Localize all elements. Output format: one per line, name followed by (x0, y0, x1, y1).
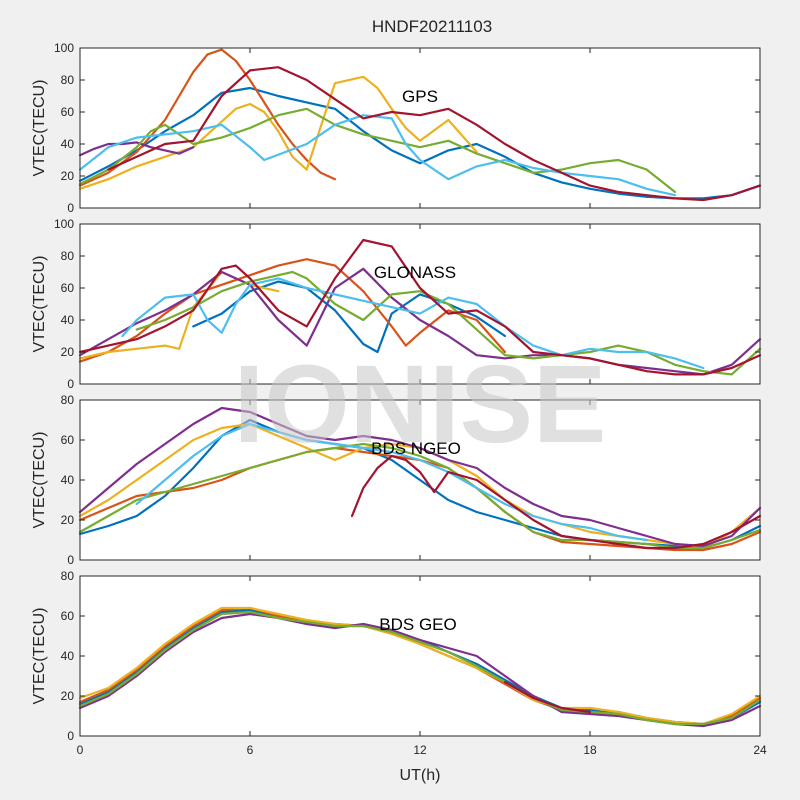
y-tick-label: 20 (61, 345, 75, 359)
series-line-3 (78, 141, 195, 157)
series-line-5 (135, 422, 648, 542)
y-tick-label: 60 (61, 433, 75, 447)
x-tick-label: 12 (413, 743, 427, 757)
watermark-text: IONISE (234, 343, 607, 466)
panel-1: 0 20 40 60 80 100 VTEC(TECU) GLONASS (31, 217, 762, 391)
y-tick-label: 20 (61, 169, 75, 183)
x-tick-label: 6 (247, 743, 254, 757)
y-tick-label: 100 (54, 41, 74, 55)
y-tick-label: 40 (61, 313, 75, 327)
x-axis-label: UT(h) (400, 767, 441, 784)
plot-area (80, 48, 760, 208)
y-tick-label: 60 (61, 609, 75, 623)
panel-label: GPS (402, 87, 438, 106)
y-tick-label: 80 (61, 249, 75, 263)
plot-area (80, 224, 760, 384)
x-tick-label: 0 (77, 743, 84, 757)
series-line-2 (78, 606, 762, 726)
panel-label: GLONASS (374, 263, 456, 282)
panel-3: 0 20 40 60 80 0 6 12 18 24 VTEC(TECU) BDS GEO (31, 569, 767, 757)
y-tick-label: 0 (67, 377, 74, 391)
x-tick-label: 24 (753, 743, 767, 757)
y-tick-label: 80 (61, 393, 75, 407)
series-group (78, 48, 762, 202)
y-tick-label: 0 (67, 201, 74, 215)
series-line-4 (78, 610, 762, 726)
y-tick-label: 40 (61, 473, 75, 487)
y-tick-label: 20 (61, 513, 75, 527)
series-line-4 (78, 442, 762, 550)
series-line-4 (78, 107, 677, 194)
series-group (78, 406, 762, 552)
y-tick-label: 40 (61, 137, 75, 151)
y-tick-label: 100 (54, 217, 74, 231)
series-line-6 (78, 238, 762, 376)
series-line-0 (78, 86, 762, 200)
y-tick-label: 80 (61, 73, 75, 87)
y-tick-label: 60 (61, 281, 75, 295)
y-axis-label: VTEC(TECU) (31, 256, 48, 353)
series-line-2 (78, 75, 478, 190)
series-line-6 (350, 454, 762, 550)
series-line-3 (78, 406, 762, 548)
y-tick-label: 80 (61, 569, 75, 583)
series-group (78, 606, 762, 728)
y-tick-label: 60 (61, 105, 75, 119)
panel-label: BDS GEO (379, 615, 456, 634)
figure-title: HNDF20211103 (372, 17, 492, 36)
panel-label: BDS NGEO (371, 439, 461, 458)
panel-0: 0 20 40 60 80 100 VTEC(TECU) GPS (31, 41, 762, 215)
y-tick-label: 20 (61, 689, 75, 703)
y-axis-label: VTEC(TECU) (31, 608, 48, 705)
y-tick-label: 0 (67, 553, 74, 567)
x-tick-label: 18 (583, 743, 597, 757)
series-line-5 (503, 680, 592, 714)
series-line-5 (78, 114, 677, 197)
y-axis-label: VTEC(TECU) (31, 80, 48, 177)
y-axis-label: VTEC(TECU) (31, 432, 48, 529)
series-line-6 (107, 66, 762, 202)
y-tick-label: 40 (61, 649, 75, 663)
plot-area (80, 576, 760, 736)
y-tick-label: 0 (67, 729, 74, 743)
panel-2: 0 20 40 60 80 VTEC(TECU) BDS NGEO (31, 393, 762, 567)
series-group (78, 238, 762, 376)
